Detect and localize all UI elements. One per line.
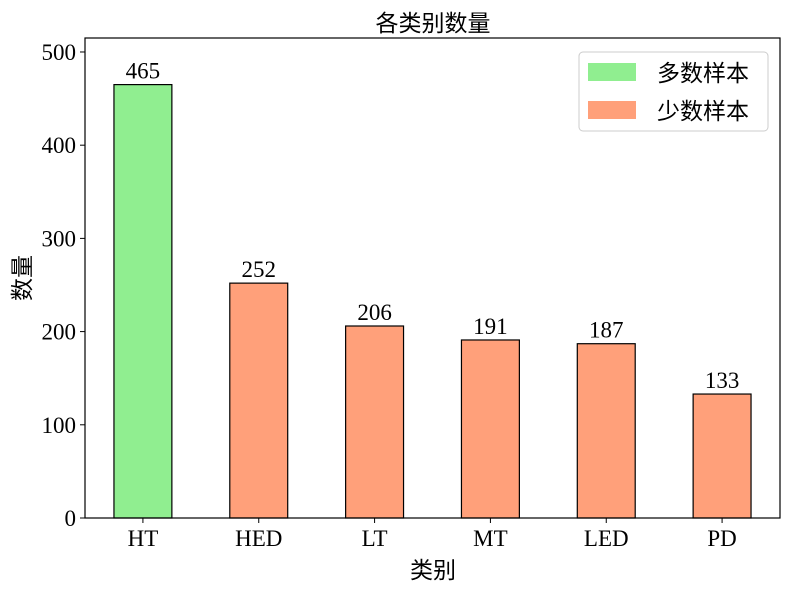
y-tick-label: 300: [42, 226, 77, 251]
x-tick-label-mt: MT: [473, 526, 508, 551]
bar-led: [576, 343, 636, 519]
y-tick-label: 100: [42, 413, 77, 438]
bar-lt: [345, 325, 405, 519]
value-label-ht: 465: [126, 59, 161, 84]
x-tick-label-hed: HED: [235, 526, 282, 551]
value-labels-group: 465 252 206 191 187 133: [126, 59, 740, 393]
y-axis: 0 100 200 300 400 500: [42, 40, 85, 531]
x-axis-label: 类别: [410, 558, 456, 584]
value-label-led: 187: [589, 318, 624, 343]
x-axis: HT HED LT MT LED PD: [128, 518, 737, 551]
x-tick-label-lt: LT: [362, 526, 388, 551]
legend-swatch-minority: [588, 101, 636, 119]
value-label-hed: 252: [242, 257, 277, 282]
x-tick-label-led: LED: [584, 526, 629, 551]
x-tick-label-pd: PD: [707, 526, 736, 551]
bar-ht: [113, 84, 173, 519]
bar-hed: [229, 282, 289, 519]
y-tick-label: 0: [65, 506, 77, 531]
x-tick-label-ht: HT: [128, 526, 159, 551]
value-label-pd: 133: [705, 368, 740, 393]
y-axis-label: 数量: [10, 255, 36, 301]
bar-pd: [692, 393, 752, 519]
bar-mt: [460, 339, 520, 519]
legend-swatch-majority: [588, 63, 636, 81]
plot-frame: [84, 37, 781, 519]
bars-group: [113, 84, 752, 519]
legend: 多数样本 少数样本: [578, 51, 769, 132]
value-label-mt: 191: [473, 314, 508, 339]
legend-label-majority: 多数样本: [657, 61, 749, 87]
y-tick-label: 200: [42, 320, 77, 345]
legend-label-minority: 少数样本: [657, 99, 749, 125]
value-label-lt: 206: [357, 300, 392, 325]
chart-title: 各类别数量: [376, 11, 491, 37]
y-tick-label: 400: [42, 133, 77, 158]
y-tick-label: 500: [42, 40, 77, 65]
